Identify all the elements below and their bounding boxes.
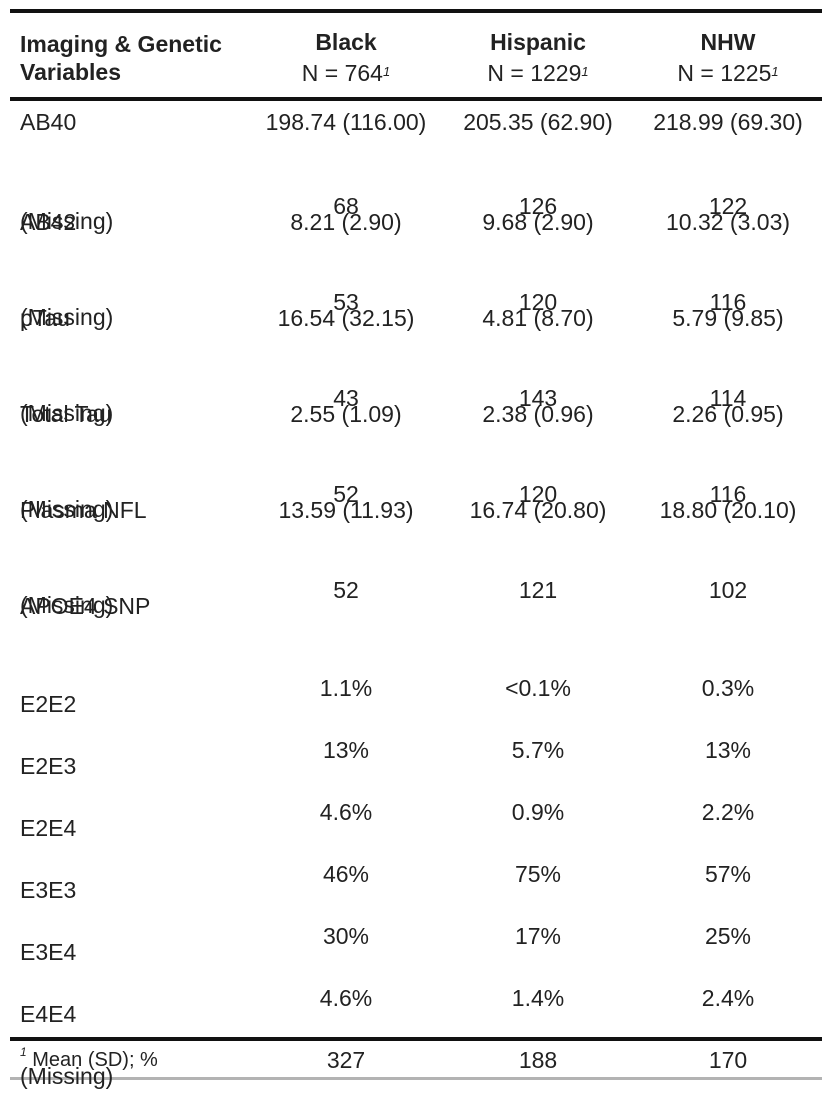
row-value: 1.4% [511,985,565,1011]
header-group-black: Black N = 7641 [254,27,438,89]
table-footer-rule [10,1077,822,1080]
row-value: 8.21 (2.90) [290,209,402,235]
row-value: 218.99 (69.30) [653,109,803,135]
row-label: (Missing) [20,496,114,522]
row-value: 18.80 (20.10) [659,497,797,523]
row-label: (Missing) [20,1063,114,1089]
row-value: 2.2% [701,799,755,825]
header-group-nhw: NHW N = 12251 [636,27,820,89]
header-group-n: N = 7641 [301,60,391,86]
row-value: 122 [708,193,748,219]
row-value: 30% [322,923,370,949]
row-value: 120 [518,289,558,315]
row-value: 9.68 (2.90) [482,209,594,235]
row-value: 327 [326,1047,366,1073]
row-value: 52 [333,481,359,507]
footnote-mark: 1 [382,64,391,79]
table-bottom-rule [10,1037,822,1041]
header-group-name: Hispanic [490,29,586,55]
row-value: 1.1% [319,675,373,701]
row-value: 205.35 (62.90) [463,109,613,135]
footnote-mark: 1 [20,1045,27,1059]
row-label: Plasma NFL [20,497,147,523]
footnote-mark: 1 [581,64,589,79]
row-value: 5.79 (9.85) [672,305,784,331]
footnote-text: Mean (SD); % [32,1049,158,1071]
header-group-hispanic: Hispanic N = 12291 [446,27,630,89]
row-label: APOE4 SNP [20,593,151,619]
row-value: 13.59 (11.93) [278,497,414,523]
row-value: 13% [322,737,370,763]
row-label: (Missing) [20,304,114,330]
row-value: 114 [709,385,747,411]
header-group-n: N = 12291 [487,60,589,86]
row-value: 2.55 (1.09) [290,401,402,427]
table-body: AB40 198.74 (116.00) 205.35 (62.90) 218.99 … [10,101,822,1089]
row-value: 10.32 (3.03) [665,209,791,235]
row-value: 5.7% [511,737,565,763]
row-value: 102 [708,577,748,603]
row-label: E3E4 [20,939,77,965]
row-label: E2E2 [20,691,77,717]
row-label: (Missing) [20,592,114,618]
row-label: E4E4 [20,1001,77,1027]
header-variable-line1: Imaging & Genetic [20,31,222,57]
row-value: 25% [704,923,752,949]
row-label: E2E3 [20,753,77,779]
row-value: <0.1% [505,675,571,701]
row-label: Total Tau [20,401,112,427]
row-value: 116 [709,481,747,507]
row-value: 121 [518,577,558,603]
table-header-rule [10,97,822,101]
row-value: 4.6% [319,799,373,825]
row-value: 46% [322,861,370,887]
row-value: 16.74 (20.80) [469,497,607,523]
row-value: 75% [514,861,562,887]
row-value: 68 [333,193,359,219]
table-top-rule [10,9,822,13]
row-value: 2.38 (0.96) [482,401,594,427]
row-value: 16.54 (32.15) [277,305,415,331]
row-value: 143 [518,385,558,411]
row-value: 43 [333,385,359,411]
row-value: 0.3% [701,675,755,701]
summary-table: Imaging & Genetic Variables Black N = 76… [10,9,822,1089]
row-label: (Missing) [20,400,114,426]
row-value: 4.6% [319,985,373,1011]
header-group-n: N = 12251 [677,60,779,86]
header-variable: Imaging & Genetic Variables [20,30,222,86]
table-footnote: 1 Mean (SD); % [10,1041,822,1077]
row-value: 120 [518,481,558,507]
row-label: (Missing) [20,208,114,234]
row-value: 53 [333,289,359,315]
row-label: E3E3 [20,877,77,903]
row-value: 0.9% [511,799,565,825]
row-value: 2.26 (0.95) [672,401,784,427]
row-value: 188 [518,1047,558,1073]
row-value: 198.74 (116.00) [265,109,427,135]
row-value: 52 [333,577,359,603]
row-value: 116 [709,289,747,315]
row-value: 13% [704,737,752,763]
header-group-name: NHW [700,29,756,55]
row-label: AB40 [20,109,77,135]
footnote-mark: 1 [771,64,779,79]
row-value: 4.81 (8.70) [482,305,594,331]
row-value: 17% [514,923,562,949]
row-value: 2.4% [701,985,755,1011]
row-label: pTau [20,305,70,331]
table-header: Imaging & Genetic Variables Black N = 76… [10,13,822,97]
row-value: 57% [704,861,752,887]
row-value: 126 [518,193,558,219]
header-variable-line2: Variables [20,59,122,85]
header-group-name: Black [315,29,377,55]
row-label: E2E4 [20,815,77,841]
row-value: 170 [708,1047,748,1073]
row-label: AB42 [20,209,77,235]
